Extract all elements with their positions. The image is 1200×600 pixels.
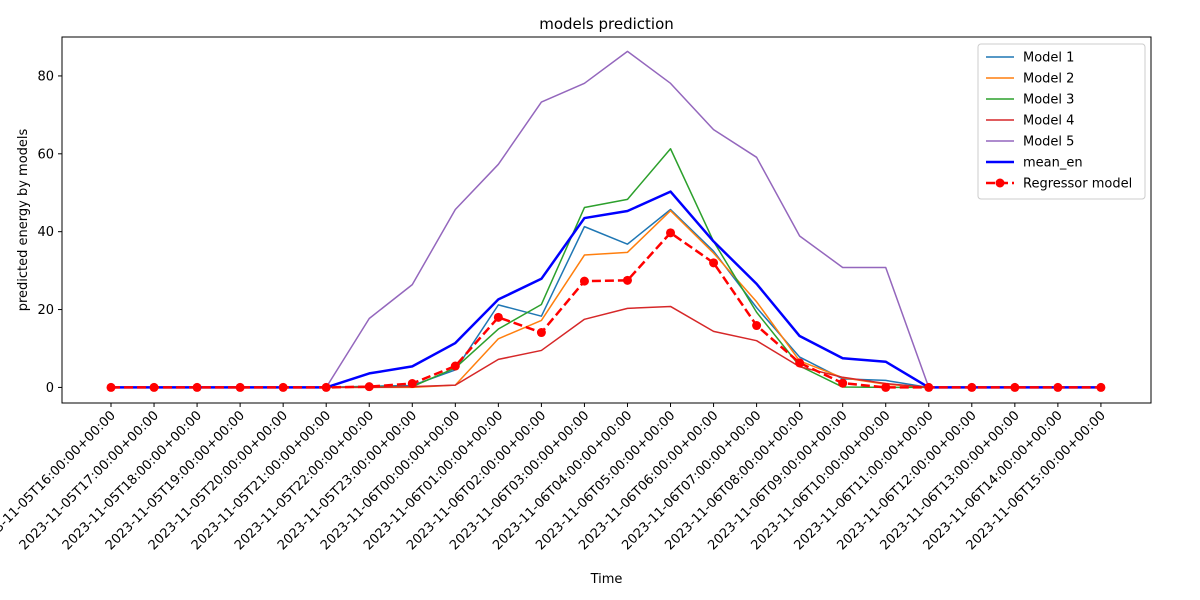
y-tick-label: 80 — [37, 69, 54, 84]
series-line — [111, 231, 1101, 389]
data-point — [364, 382, 374, 392]
plot-background — [62, 37, 1151, 403]
data-point — [924, 382, 934, 392]
data-point — [1053, 382, 1063, 392]
legend-item: Model 5 — [986, 135, 1074, 150]
y-axis-label: predicted energy by models — [16, 128, 31, 311]
series-layer — [106, 50, 1106, 392]
y-tick-label: 40 — [37, 225, 54, 240]
axes-spines — [61, 36, 1152, 404]
legend-item: Model 4 — [986, 114, 1074, 129]
data-point — [321, 382, 331, 392]
x-axis-label: Time — [590, 572, 623, 587]
legend-label: Regressor model — [1023, 177, 1132, 192]
y-tick-label: 0 — [46, 381, 54, 396]
data-point — [795, 358, 805, 368]
data-point — [278, 382, 288, 392]
data-point — [450, 361, 460, 371]
legend-item: Model 1 — [986, 51, 1074, 66]
y-tick-label: 60 — [37, 147, 54, 162]
data-point — [666, 228, 676, 238]
legend-item: Model 3 — [986, 93, 1074, 108]
chart-title: models prediction — [539, 15, 674, 33]
legend-label: mean_en — [1023, 156, 1083, 171]
data-point — [622, 275, 632, 285]
data-point — [407, 379, 417, 389]
x-tick-label: 2023-11-05T16:00:00+00:00 — [0, 408, 119, 553]
legend-marker — [995, 178, 1005, 188]
series-regressor-model — [106, 228, 1106, 392]
y-tick-label: 20 — [37, 303, 54, 318]
data-point — [881, 382, 891, 392]
data-point — [192, 382, 202, 392]
data-point — [579, 276, 589, 286]
legend-label: Model 3 — [1023, 93, 1074, 108]
data-point — [1010, 382, 1020, 392]
legend: Model 1 Model 2 Model 3 Model 4 Model 5 mean_… — [977, 43, 1146, 200]
data-point — [838, 378, 848, 388]
legend-label: Model 5 — [1023, 135, 1074, 150]
data-point — [106, 382, 116, 392]
data-point — [149, 382, 159, 392]
data-point — [709, 258, 719, 268]
legend-item: mean_en — [986, 156, 1083, 171]
x-axis: 2023-11-05T16:00:00+00:002023-11-05T17:0… — [0, 403, 1109, 553]
y-axis: 0 20 40 60 80 — [37, 69, 62, 396]
data-point — [235, 382, 245, 392]
legend-label: Model 1 — [1023, 51, 1074, 66]
data-point — [1096, 382, 1106, 392]
legend-box — [977, 43, 1146, 200]
legend-item: Regressor model — [986, 177, 1132, 192]
data-point — [752, 321, 762, 331]
data-point — [967, 382, 977, 392]
data-point — [536, 328, 546, 338]
axes-frame — [61, 36, 1152, 404]
legend-label: Model 4 — [1023, 114, 1074, 129]
legend-label: Model 2 — [1023, 72, 1074, 87]
plot-area — [62, 37, 1151, 403]
data-point — [493, 312, 503, 322]
legend-item: Model 2 — [986, 72, 1074, 87]
